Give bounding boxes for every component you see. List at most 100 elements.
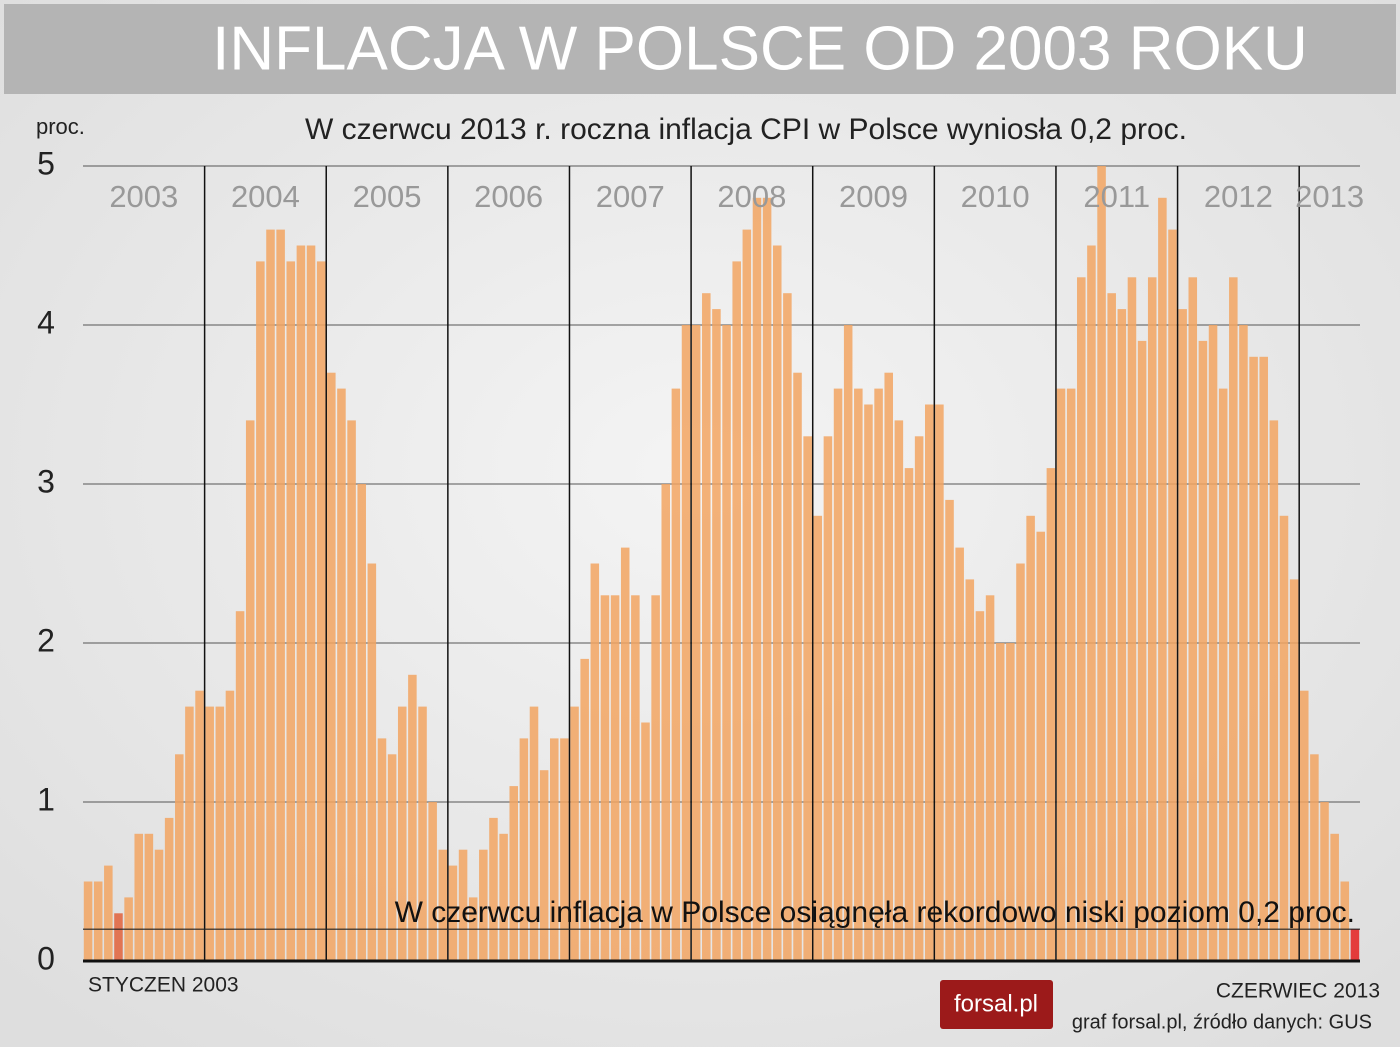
bar — [904, 468, 914, 961]
bar — [1016, 563, 1025, 961]
bar — [418, 706, 427, 961]
bar — [104, 865, 113, 961]
chart-title: INFLACJA W POLSCE OD 2003 ROKU — [212, 14, 1308, 83]
bar — [448, 865, 458, 961]
bar — [914, 436, 924, 961]
bar — [1208, 325, 1218, 961]
bar — [428, 802, 437, 961]
year-label: 2008 — [717, 179, 786, 214]
year-label: 2012 — [1204, 179, 1273, 214]
bar — [1269, 420, 1279, 961]
bar — [803, 436, 812, 961]
bar — [884, 372, 893, 961]
bar — [985, 595, 995, 961]
bar — [610, 595, 620, 961]
bar — [560, 738, 569, 961]
bar — [752, 197, 762, 962]
bar — [1320, 802, 1329, 961]
bar — [377, 738, 387, 961]
bar — [1299, 690, 1309, 961]
bar — [93, 881, 103, 961]
bar — [762, 197, 772, 962]
y-tick-label: 3 — [37, 463, 55, 499]
bar — [1036, 531, 1046, 961]
bar — [327, 372, 336, 961]
bar — [1046, 468, 1056, 961]
bar — [1117, 309, 1127, 962]
bar — [154, 849, 164, 961]
bar — [245, 420, 255, 961]
bar — [1279, 515, 1289, 961]
bar — [144, 833, 154, 961]
bar — [1066, 388, 1076, 962]
bar — [550, 738, 559, 961]
y-tick-label: 0 — [37, 940, 55, 976]
bar — [387, 754, 397, 961]
bar — [641, 722, 650, 961]
source: graf forsal.pl, źródło danych: GUS — [1072, 1011, 1372, 1033]
bar — [864, 404, 873, 961]
bar — [316, 261, 326, 961]
bar — [235, 611, 245, 961]
bar — [256, 261, 265, 961]
bar — [580, 658, 589, 961]
bar — [1097, 166, 1106, 961]
bar — [1198, 340, 1208, 961]
bar — [1178, 309, 1187, 962]
bar — [1087, 245, 1096, 961]
bar — [114, 913, 123, 961]
bar — [266, 229, 275, 962]
bar — [164, 817, 174, 961]
bar — [955, 547, 964, 961]
year-label: 2010 — [961, 179, 1030, 214]
bar — [1127, 277, 1137, 961]
bar — [681, 325, 691, 961]
bar — [347, 420, 356, 961]
bar — [438, 849, 448, 961]
bar — [296, 245, 306, 961]
bar — [276, 229, 285, 962]
bar — [1259, 356, 1268, 961]
y-tick-label: 5 — [37, 145, 55, 181]
bar — [1330, 833, 1339, 961]
bar — [1147, 277, 1157, 961]
bar — [509, 786, 519, 961]
bar — [732, 261, 741, 961]
bar — [1056, 388, 1066, 962]
bar — [783, 293, 792, 961]
bar — [1137, 340, 1147, 961]
bar — [661, 484, 671, 961]
bar — [519, 738, 529, 961]
bar — [631, 595, 640, 961]
bar — [225, 690, 235, 961]
y-tick-label: 2 — [37, 622, 55, 658]
end-label: CZERWIEC 2013 — [1216, 980, 1380, 1003]
bar — [337, 388, 346, 962]
bar — [1158, 197, 1167, 962]
bar — [702, 293, 711, 961]
bar — [691, 325, 701, 961]
bar — [539, 770, 549, 961]
year-label: 2003 — [109, 179, 178, 214]
bar — [367, 563, 377, 961]
bar — [722, 325, 731, 961]
year-label: 2011 — [1083, 179, 1150, 214]
bar — [833, 388, 843, 962]
plot-area: 0 1 2 3 4 5 2003 2004 2005 2006 2007 2008 2009 2010 20… — [37, 145, 1364, 976]
bar — [600, 595, 610, 961]
bar — [874, 388, 883, 962]
bar — [651, 595, 660, 961]
bar — [975, 611, 985, 961]
bar — [175, 754, 184, 961]
bar — [823, 436, 833, 961]
bar — [83, 881, 93, 961]
title-bar — [4, 4, 1396, 94]
bar — [712, 309, 721, 962]
bar — [793, 372, 802, 961]
bar — [1340, 881, 1350, 961]
year-label: 2004 — [231, 179, 300, 214]
bar — [1350, 929, 1360, 961]
bar — [570, 706, 579, 961]
year-label: 2007 — [596, 179, 665, 214]
